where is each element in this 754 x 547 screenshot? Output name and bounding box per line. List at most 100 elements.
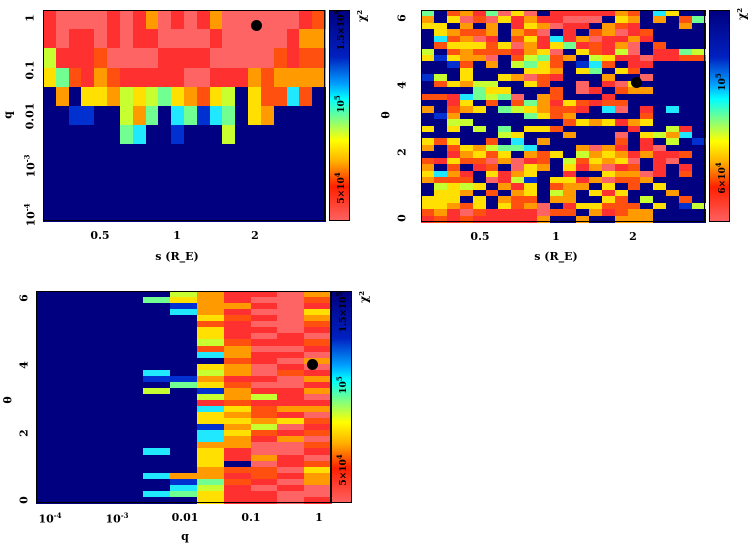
heatmap-cell <box>312 163 327 184</box>
heatmap-cell <box>421 67 435 75</box>
heatmap-cell <box>692 151 707 159</box>
heatmap-cell <box>36 484 64 492</box>
heatmap-cell <box>563 196 577 204</box>
heatmap-cell <box>250 466 279 474</box>
colorbar-label: χ² <box>735 7 749 21</box>
heatmap-cell <box>511 35 526 43</box>
heatmap-cell <box>248 29 263 50</box>
heatmap-cell <box>170 478 199 486</box>
heatmap-cell <box>601 48 616 56</box>
heatmap-cell <box>312 201 327 222</box>
heatmap-cell <box>304 321 333 329</box>
heatmap-cell <box>446 74 461 82</box>
heatmap-cell <box>143 442 172 450</box>
heatmap-cell <box>170 339 199 347</box>
heatmap-cell <box>446 93 461 101</box>
heatmap-cell <box>550 132 565 140</box>
heatmap-cell <box>537 67 552 75</box>
heatmap-cell <box>196 381 225 389</box>
heatmap-cell <box>223 393 252 401</box>
heatmap-cell <box>575 183 590 191</box>
heatmap-cell <box>653 54 668 62</box>
heatmap-cell <box>537 16 552 24</box>
y-axis-label: θ <box>379 111 393 119</box>
heatmap-cell <box>223 351 252 359</box>
heatmap-cell <box>223 472 252 480</box>
heatmap-cell <box>446 132 461 140</box>
heatmap-cell <box>250 351 279 359</box>
heatmap-cell <box>588 80 603 88</box>
heatmap-cell <box>260 163 275 184</box>
heatmap-cell <box>692 202 707 210</box>
heatmap-cell <box>433 138 448 146</box>
heatmap-cell <box>62 484 91 492</box>
heatmap-cell <box>68 10 83 30</box>
heatmap-cell <box>627 48 642 56</box>
heatmap-cell <box>511 157 526 165</box>
heatmap-cell <box>250 412 279 420</box>
heatmap-cell <box>119 29 134 50</box>
heatmap-cell <box>248 48 263 69</box>
heatmap-cell <box>627 10 642 17</box>
heatmap-cell <box>433 48 448 56</box>
heatmap-cell <box>158 105 173 126</box>
heatmap-cell <box>209 67 224 88</box>
heatmap-cell <box>299 163 314 184</box>
heatmap-cell <box>588 16 603 24</box>
heatmap-cell <box>286 144 301 165</box>
heatmap-cell <box>170 484 199 492</box>
heatmap-cell <box>421 61 435 69</box>
heatmap-cell <box>277 406 306 414</box>
colorbar-tick-label: 6×104 <box>714 162 728 194</box>
heatmap-cell <box>143 375 172 383</box>
colorbar-label: χ² <box>357 290 371 304</box>
heatmap-cell <box>145 86 160 107</box>
heatmap-cell <box>511 48 526 56</box>
heatmap-cell <box>524 80 539 88</box>
heatmap-cell <box>446 151 461 159</box>
heatmap-cell <box>653 170 668 178</box>
heatmap-cell <box>421 35 435 43</box>
heatmap-cell <box>666 80 681 88</box>
heatmap-cell <box>472 42 487 50</box>
heatmap-cell <box>299 144 314 165</box>
heatmap-cell <box>223 357 252 365</box>
heatmap-cell <box>653 93 668 101</box>
heatmap-cell <box>446 10 461 17</box>
heatmap-cell <box>223 375 252 383</box>
heatmap-cell <box>653 119 668 127</box>
heatmap-cell <box>277 321 306 329</box>
heatmap-cell <box>472 183 487 191</box>
heatmap-cell <box>653 183 668 191</box>
heatmap-cell <box>614 151 629 159</box>
heatmap-cell <box>511 196 526 204</box>
heatmap-cell <box>116 375 145 383</box>
colorbar-1 <box>329 10 350 221</box>
heatmap-cell <box>55 29 70 50</box>
heatmap-cell <box>537 80 552 88</box>
heatmap-cell <box>485 80 500 88</box>
heatmap-cell <box>433 67 448 75</box>
heatmap-cell <box>89 303 118 311</box>
heatmap-cell <box>223 442 252 450</box>
heatmap-cell <box>459 132 474 140</box>
heatmap-cell <box>563 29 577 37</box>
heatmap-cell <box>196 436 225 444</box>
heatmap-cell <box>614 35 629 43</box>
heatmap-cell <box>421 144 435 152</box>
heatmap-cell <box>575 202 590 210</box>
heatmap-cell <box>223 309 252 317</box>
heatmap-cell <box>89 381 118 389</box>
heatmap-cell <box>446 35 461 43</box>
heatmap-cell <box>421 48 435 56</box>
heatmap-cell <box>511 138 526 146</box>
heatmap-cell <box>170 418 199 426</box>
heatmap-cell <box>68 182 83 203</box>
heatmap-cell <box>116 387 145 395</box>
colorbar-label: χ² <box>355 9 369 23</box>
heatmap-cell <box>446 183 461 191</box>
heatmap-cell <box>575 170 590 178</box>
heatmap-cell <box>89 436 118 444</box>
heatmap-cell <box>235 125 250 146</box>
heatmap-cell <box>575 164 590 172</box>
